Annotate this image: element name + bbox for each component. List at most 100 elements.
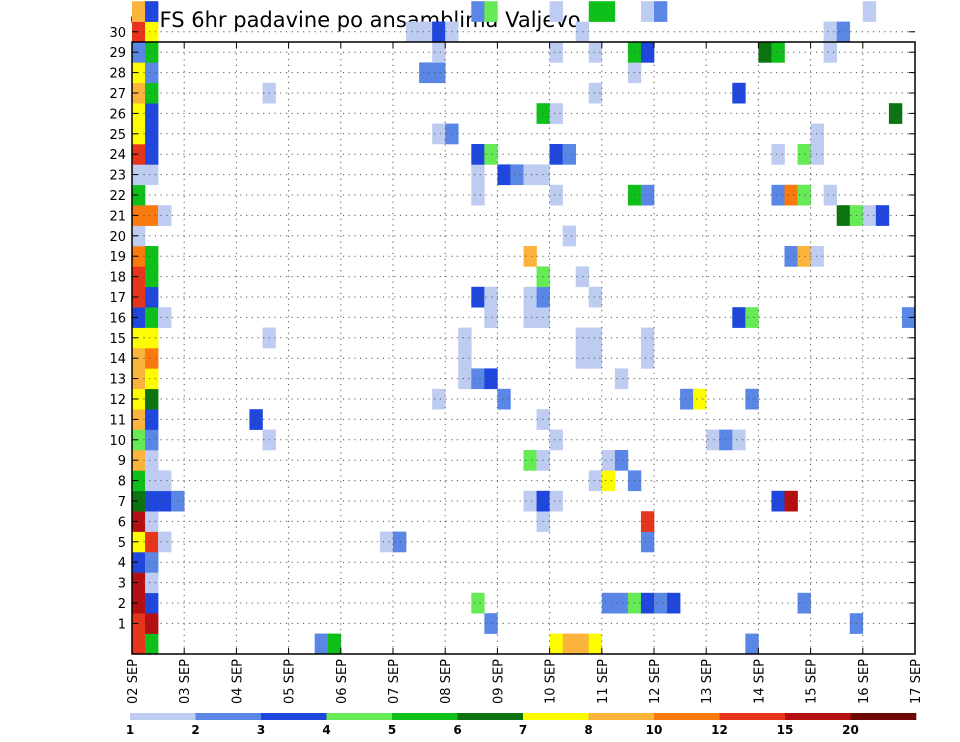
y-tick-label: 4 (118, 556, 126, 571)
heatmap-cell (145, 144, 159, 165)
color-bar-swatch (785, 713, 851, 720)
x-tick-label: 15 SEP (805, 659, 820, 704)
color-bar-swatch (261, 713, 327, 720)
heatmap-cell (145, 62, 159, 84)
heatmap-cell (314, 633, 329, 655)
heatmap-cell (158, 531, 172, 553)
y-tick-label: 20 (109, 230, 126, 245)
x-tick-label: 10 SEP (544, 659, 559, 704)
heatmap-cell (406, 21, 420, 43)
heatmap-cell (497, 164, 511, 186)
heatmap-cell (562, 225, 576, 247)
color-bar-swatch (195, 713, 262, 720)
color-bar-swatch (392, 713, 458, 720)
heatmap-cell (797, 184, 811, 206)
heatmap-cell (145, 388, 159, 410)
heatmap-cell (810, 246, 824, 267)
heatmap-cell (732, 82, 746, 104)
heatmap-cell (797, 144, 811, 165)
color-bar-swatch (130, 713, 196, 720)
color-bar-label: 3 (257, 723, 265, 737)
y-tick-label: 9 (118, 454, 126, 469)
y-tick-label: 17 (109, 291, 126, 306)
heatmap-cell (640, 184, 655, 206)
heatmap-cell (523, 490, 537, 512)
heatmap-cell (784, 184, 798, 206)
heatmap-cell (771, 184, 785, 206)
heatmap-cell (145, 21, 159, 43)
y-tick-label: 13 (109, 373, 126, 388)
heatmap-cell (145, 552, 159, 573)
color-bar-swatch (588, 713, 655, 720)
heatmap-cell (614, 450, 629, 471)
heatmap-cell (771, 42, 785, 63)
heatmap-cell (640, 511, 655, 532)
heatmap-cell (588, 348, 603, 369)
y-tick-label: 12 (109, 393, 126, 408)
heatmap-cell (523, 246, 537, 267)
y-tick-label: 7 (118, 495, 126, 510)
heatmap-cell (745, 388, 759, 410)
heatmap-cell (145, 450, 159, 471)
y-tick-label: 24 (109, 148, 126, 163)
heatmap-cell (158, 490, 172, 512)
heatmap-cell (810, 144, 824, 165)
heatmap-cell (784, 490, 798, 512)
heatmap-cell (145, 103, 159, 124)
heatmap-cell (654, 592, 668, 614)
x-tick-label: 12 SEP (648, 659, 663, 704)
heatmap-cell (145, 327, 159, 349)
heatmap-cell (823, 21, 837, 43)
heatmap-cell (145, 470, 159, 492)
color-bar-label: 4 (322, 723, 330, 737)
heatmap-cell (458, 348, 472, 369)
heatmap-cell (640, 1, 655, 22)
heatmap-cell (549, 429, 563, 451)
heatmap-cell (823, 42, 837, 63)
color-bar-label: 1 (126, 723, 134, 737)
heatmap-cell (875, 205, 890, 226)
heatmap-cell (145, 307, 159, 328)
heatmap-cell (562, 633, 576, 655)
heatmap-cell (393, 531, 407, 553)
color-bar-label: 10 (646, 723, 663, 737)
x-tick-label: 08 SEP (439, 659, 454, 704)
heatmap-cell (145, 82, 159, 104)
heatmap-cell (432, 62, 446, 84)
heatmap-cell (471, 1, 485, 22)
heatmap-cell (458, 368, 472, 390)
heatmap-cell (640, 592, 655, 614)
y-tick-label: 29 (109, 46, 126, 61)
heatmap-cell (471, 368, 485, 390)
heatmap-cell (145, 429, 159, 451)
heatmap-cell (145, 368, 159, 390)
x-axis-ticks: 02 SEP 03 SEP 04 SEP 05 SEP 06 SEP 07 SEP 08 S… (126, 42, 924, 704)
color-bar-label: 7 (519, 723, 527, 737)
heatmap-cell (771, 144, 785, 165)
y-tick-label: 18 (109, 271, 126, 286)
color-bar-swatch (523, 713, 589, 720)
heatmap-cell (158, 470, 172, 492)
heatmap-cell (432, 123, 446, 145)
heatmap-cell (484, 307, 498, 328)
heatmap-cell (588, 327, 603, 349)
heatmap-cell (432, 42, 446, 63)
heatmap-cell (588, 42, 603, 63)
heatmap-cell (640, 348, 655, 369)
y-tick-label: 23 (109, 169, 126, 184)
color-bar-swatch (457, 713, 524, 720)
y-tick-label: 19 (109, 250, 126, 265)
heatmap-cell (145, 531, 159, 553)
y-tick-label: 22 (109, 189, 126, 204)
heatmap-cell (145, 246, 159, 267)
color-bar: 1 2 3 4 5 6 7 8 10 12 15 20 (126, 713, 917, 737)
color-bar-label: 20 (842, 723, 859, 737)
heatmap-cell (249, 409, 263, 430)
color-bar-label: 8 (584, 723, 592, 737)
x-tick-label: 03 SEP (178, 659, 193, 704)
heatmap-cell (523, 450, 537, 471)
y-tick-label: 16 (109, 311, 126, 326)
color-bar-label: 15 (777, 723, 794, 737)
heatmap-cell (614, 368, 629, 390)
